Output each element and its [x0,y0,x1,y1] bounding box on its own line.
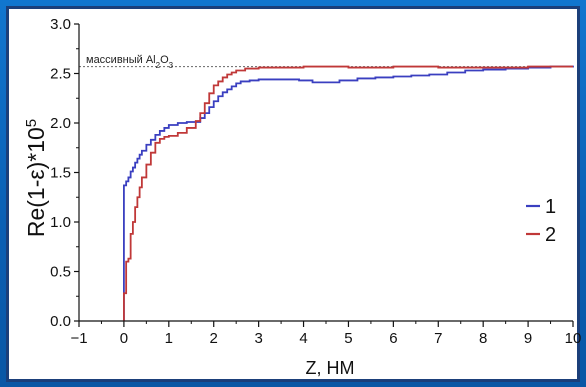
x-tick-label: −1 [70,330,87,347]
series-line-2 [123,65,573,321]
series-line-1 [123,65,574,321]
axes [78,24,573,322]
legend-label-2: 2 [545,224,556,246]
y-tick-label: 2.0 [50,115,71,132]
x-tick-label: 10 [565,330,582,347]
y-ticks: 0.0 0.5 1.0 1.5 2.0 2.5 3.0 [50,16,79,330]
y-tick-label: 0.0 [50,313,71,330]
y-tick-label: 3.0 [50,16,71,33]
x-tick-label: 3 [254,330,262,347]
y-tick-label: 1.0 [50,214,71,231]
x-tick-label: 4 [299,330,307,347]
x-tick-label: 8 [479,330,487,347]
x-tick-label: 5 [344,330,352,347]
x-tick-label: 0 [120,330,128,347]
x-tick-label: 6 [389,330,397,347]
reference-line-group: массивный Al2O3 [79,54,573,70]
x-tick-label: 9 [524,330,532,347]
x-tick-label: 7 [434,330,442,347]
y-axis-label: Re(1-ε)*105 [23,119,50,237]
x-tick-label: 2 [210,330,218,347]
y-tick-label: 0.5 [50,264,71,281]
x-axis-label: Z, НМ [306,358,355,378]
series-group [123,65,574,321]
x-tick-label: 1 [165,330,173,347]
legend-label-1: 1 [545,196,556,218]
legend: 12 [526,196,556,246]
reference-label: массивный Al2O3 [86,54,174,70]
x-ticks: −1 0 1 2 3 4 5 6 7 8 9 10 [70,321,581,347]
y-tick-label: 1.5 [50,165,71,182]
y-tick-label: 2.5 [50,66,71,83]
